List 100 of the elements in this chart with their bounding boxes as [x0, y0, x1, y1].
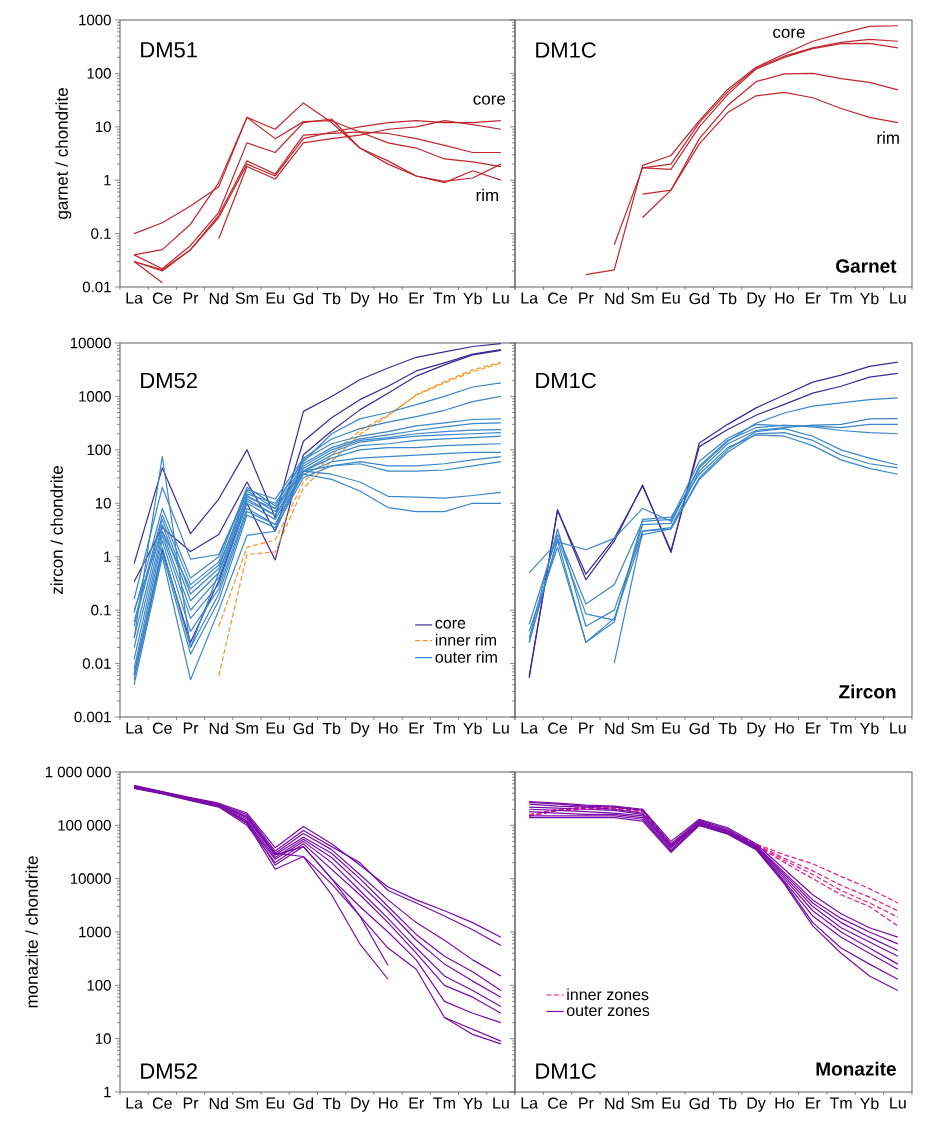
- x-tick-label: Tb: [322, 1097, 341, 1110]
- annotation: core: [473, 95, 506, 105]
- y-axis-title: zircon / chondrite: [50, 466, 63, 595]
- x-tick-label: Gd: [689, 1097, 709, 1110]
- x-tick-label: La: [521, 292, 539, 304]
- x-tick-label: Dy: [747, 292, 766, 307]
- x-tick-label: Ho: [775, 1097, 794, 1109]
- y-tick-label: 1000: [79, 926, 111, 938]
- text: DM1C: [536, 42, 596, 58]
- x-tick-label: Sm: [235, 722, 258, 734]
- x-tick-label: Tm: [829, 292, 852, 304]
- x-tick-label: Yb: [463, 722, 482, 735]
- annotation: core: [773, 28, 805, 39]
- x-tick-label: Pr: [183, 722, 199, 734]
- y-tick-label: 1000: [79, 14, 111, 26]
- x-tick-label: Ce: [152, 292, 172, 304]
- y-tick-label: 100: [87, 444, 111, 456]
- x-tick-label: Dy: [351, 1097, 370, 1112]
- x-tick-label: Tm: [433, 1097, 455, 1109]
- y-tick-label: 10000: [70, 873, 111, 884]
- y-tick-label: 0.01: [82, 658, 111, 669]
- x-tick-label: Eu: [266, 722, 284, 734]
- x-tick-label: Pr: [183, 1097, 199, 1109]
- y-tick-label: 1: [104, 175, 111, 186]
- y-tick-label: 0.001: [74, 711, 111, 723]
- x-tick-label: Tb: [718, 1097, 737, 1110]
- x-tick-label: Sm: [235, 1097, 258, 1109]
- y-tick-label: 1: [104, 551, 111, 562]
- x-tick-label: Tb: [322, 722, 341, 735]
- x-tick-label: Er: [409, 1097, 424, 1109]
- y-tick-label: 0.01: [82, 281, 111, 293]
- x-tick-label: Lu: [493, 1097, 509, 1109]
- y-tick-label: 0.1: [91, 604, 111, 616]
- x-tick-label: Nd: [605, 722, 624, 735]
- x-tick-label: Pr: [579, 1097, 594, 1109]
- annotation: rim: [877, 131, 899, 144]
- x-tick-label: La: [126, 1097, 143, 1109]
- x-tick-label: Er: [409, 292, 424, 304]
- y-tick-label: 1 000 000: [45, 766, 111, 778]
- x-tick-label: Er: [806, 292, 821, 304]
- y-tick-label: 100 000: [58, 820, 111, 831]
- y-tick-label: 10: [95, 497, 111, 509]
- x-tick-label: Tb: [718, 292, 737, 305]
- x-tick-label: Sm: [631, 1097, 654, 1109]
- x-tick-label: Ce: [548, 292, 568, 304]
- y-tick-label: 0.1: [91, 228, 111, 239]
- y-tick-label: 1000: [79, 391, 111, 402]
- x-tick-label: Tm: [433, 722, 455, 734]
- x-tick-label: Pr: [183, 292, 199, 304]
- x-tick-label: Er: [409, 722, 424, 734]
- annotation: Garnet: [836, 259, 897, 273]
- x-tick-label: Eu: [662, 722, 680, 734]
- x-tick-label: Sm: [235, 292, 258, 304]
- x-tick-label: Dy: [747, 1097, 766, 1112]
- x-tick-label: Lu: [493, 292, 509, 304]
- x-tick-label: La: [126, 292, 143, 304]
- x-tick-label: Sm: [631, 292, 654, 304]
- x-tick-label: Yb: [860, 722, 879, 735]
- x-tick-label: Ce: [548, 722, 568, 734]
- y-tick-label: 1: [104, 1086, 111, 1098]
- x-tick-label: La: [521, 722, 539, 734]
- legend-label: outer rim: [435, 651, 497, 663]
- x-tick-label: Ce: [548, 1097, 568, 1109]
- x-tick-label: Tm: [829, 1097, 852, 1109]
- x-tick-label: Ce: [152, 722, 172, 734]
- x-tick-label: Pr: [579, 722, 594, 734]
- x-tick-label: Eu: [662, 292, 680, 304]
- text: DM1C: [536, 1063, 596, 1079]
- x-tick-label: Tb: [322, 292, 341, 305]
- text: DM1C: [536, 372, 596, 389]
- x-tick-label: Eu: [266, 292, 284, 304]
- x-tick-label: Nd: [209, 292, 228, 305]
- x-tick-label: Lu: [493, 722, 509, 734]
- text: DM52: [141, 372, 197, 389]
- x-tick-label: Lu: [890, 1097, 906, 1109]
- y-tick-label: 10: [95, 121, 111, 133]
- x-tick-label: Gd: [293, 722, 314, 735]
- x-tick-label: Pr: [579, 292, 594, 304]
- x-tick-label: Dy: [351, 722, 370, 737]
- legend-label: inner zones: [567, 988, 649, 1001]
- legend-label: outer zones: [566, 1005, 650, 1017]
- x-tick-label: Tm: [433, 292, 455, 304]
- x-tick-label: Gd: [293, 292, 314, 305]
- annotation: rim: [476, 188, 499, 202]
- y-tick-label: 100: [87, 68, 111, 79]
- y-tick-label: 100: [87, 980, 111, 991]
- y-tick-label: 10000: [70, 337, 111, 349]
- text: DM51: [141, 42, 197, 58]
- x-tick-label: Gd: [689, 722, 709, 735]
- x-tick-label: Ho: [775, 292, 794, 304]
- x-tick-label: La: [126, 722, 143, 734]
- y-axis-title: monazite / chondrite: [25, 856, 38, 1008]
- x-tick-label: Yb: [860, 1097, 879, 1110]
- x-tick-label: Yb: [463, 292, 482, 305]
- x-tick-label: Lu: [890, 292, 906, 304]
- text: DM52: [141, 1063, 197, 1079]
- x-tick-label: La: [521, 1097, 539, 1109]
- legend-label: core: [435, 619, 466, 629]
- x-tick-label: Ho: [379, 292, 398, 304]
- x-tick-label: Nd: [605, 1097, 624, 1110]
